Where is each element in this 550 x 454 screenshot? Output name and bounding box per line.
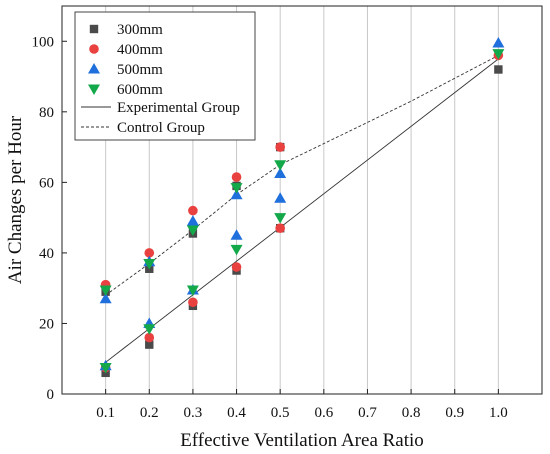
data-point-400mm bbox=[275, 142, 285, 152]
legend-label: 300mm bbox=[117, 22, 163, 38]
legend-box bbox=[74, 11, 256, 141]
data-point-300mm bbox=[494, 65, 503, 74]
legend-label: Experimental Group bbox=[117, 100, 240, 116]
data-point-600mm bbox=[230, 244, 243, 256]
legend-marker-600mm bbox=[88, 84, 100, 95]
data-point-600mm bbox=[99, 363, 112, 374]
legend-marker-300mm bbox=[89, 24, 99, 34]
x-tick-label: 0.4 bbox=[227, 405, 246, 421]
experimental-group-line bbox=[105, 58, 499, 363]
legend-label: Control Group bbox=[117, 120, 205, 136]
data-point-500mm bbox=[274, 167, 287, 179]
data-point-600mm bbox=[230, 183, 243, 194]
legend-marker-500mm bbox=[88, 63, 100, 74]
data-point-500mm bbox=[99, 292, 112, 304]
data-point-600mm bbox=[143, 324, 156, 335]
fit-lines bbox=[105, 55, 499, 363]
axis-ticks: 0.1 0.2 0.3 0.4 0.5 0.6 0.7 0.8 0.9 1.0 0 20 40 60 80 1… bbox=[32, 34, 508, 421]
y-tick-label: 100 bbox=[32, 34, 55, 50]
x-tick-label: 1.0 bbox=[489, 405, 508, 421]
data-point-500mm bbox=[230, 229, 243, 240]
x-axis-label: Effective Ventilation Area Ratio bbox=[180, 430, 424, 451]
y-tick-label: 80 bbox=[39, 105, 54, 121]
y-tick-label: 40 bbox=[39, 246, 54, 262]
data-point-400mm bbox=[144, 332, 155, 343]
data-point-600mm bbox=[186, 285, 199, 296]
x-tick-label: 0.9 bbox=[445, 405, 464, 421]
data-point-600mm bbox=[274, 160, 287, 171]
x-tick-label: 0.3 bbox=[184, 405, 203, 421]
y-tick-label: 0 bbox=[47, 387, 55, 403]
x-tick-label: 0.5 bbox=[271, 405, 290, 421]
legend-label: 600mm bbox=[117, 82, 163, 98]
data-point-400mm bbox=[144, 248, 155, 258]
data-point-600mm bbox=[143, 258, 156, 270]
data-point-600mm bbox=[274, 213, 287, 224]
data-point-400mm bbox=[188, 297, 198, 308]
data-point-400mm bbox=[188, 205, 198, 216]
data-point-400mm bbox=[231, 172, 242, 182]
data-point-500mm bbox=[230, 188, 243, 200]
plot-frame bbox=[61, 5, 543, 395]
x-tick-label: 0.2 bbox=[140, 405, 159, 421]
legend-label: 400mm bbox=[117, 42, 163, 58]
legend-marker-400mm bbox=[89, 44, 99, 54]
x-tick-label: 0.1 bbox=[96, 405, 115, 421]
x-tick-label: 0.7 bbox=[358, 405, 377, 421]
data-point-500mm bbox=[274, 192, 287, 203]
x-tick-label: 0.8 bbox=[402, 405, 421, 421]
legend-label: 500mm bbox=[117, 62, 163, 78]
data-point-500mm bbox=[186, 215, 199, 226]
data-point-300mm bbox=[145, 340, 154, 349]
y-tick-label: 60 bbox=[39, 175, 54, 191]
data-point-600mm bbox=[186, 225, 199, 236]
legend: 300mm 400mm 500mm 600mm Experimental Group Co… bbox=[74, 11, 256, 141]
control-group-line bbox=[105, 55, 499, 296]
y-axis-label: Air Changes per Hour bbox=[5, 115, 26, 284]
x-tick-label: 0.6 bbox=[314, 405, 333, 421]
y-tick-label: 20 bbox=[39, 316, 54, 332]
data-point-500mm bbox=[492, 37, 505, 48]
data-point-600mm bbox=[99, 285, 112, 296]
data-point-600mm bbox=[492, 49, 505, 60]
data-point-400mm bbox=[231, 262, 242, 272]
data-point-400mm bbox=[275, 223, 285, 234]
data-markers bbox=[99, 37, 505, 378]
